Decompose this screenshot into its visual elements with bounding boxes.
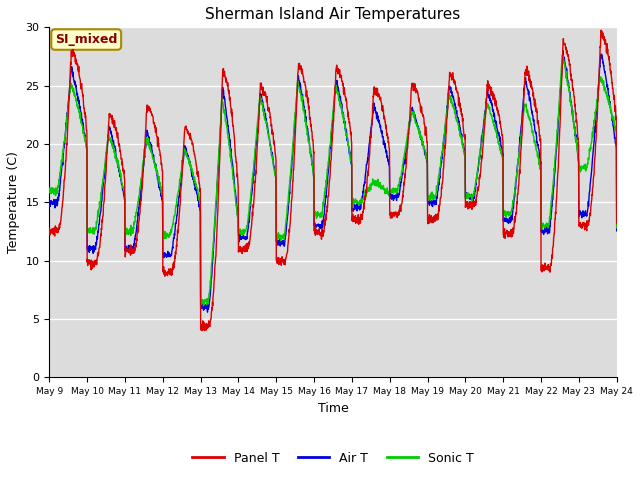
Text: SI_mixed: SI_mixed bbox=[55, 33, 117, 46]
Y-axis label: Temperature (C): Temperature (C) bbox=[7, 151, 20, 253]
X-axis label: Time: Time bbox=[317, 402, 348, 415]
Title: Sherman Island Air Temperatures: Sherman Island Air Temperatures bbox=[205, 7, 461, 22]
Legend: Panel T, Air T, Sonic T: Panel T, Air T, Sonic T bbox=[188, 446, 479, 469]
